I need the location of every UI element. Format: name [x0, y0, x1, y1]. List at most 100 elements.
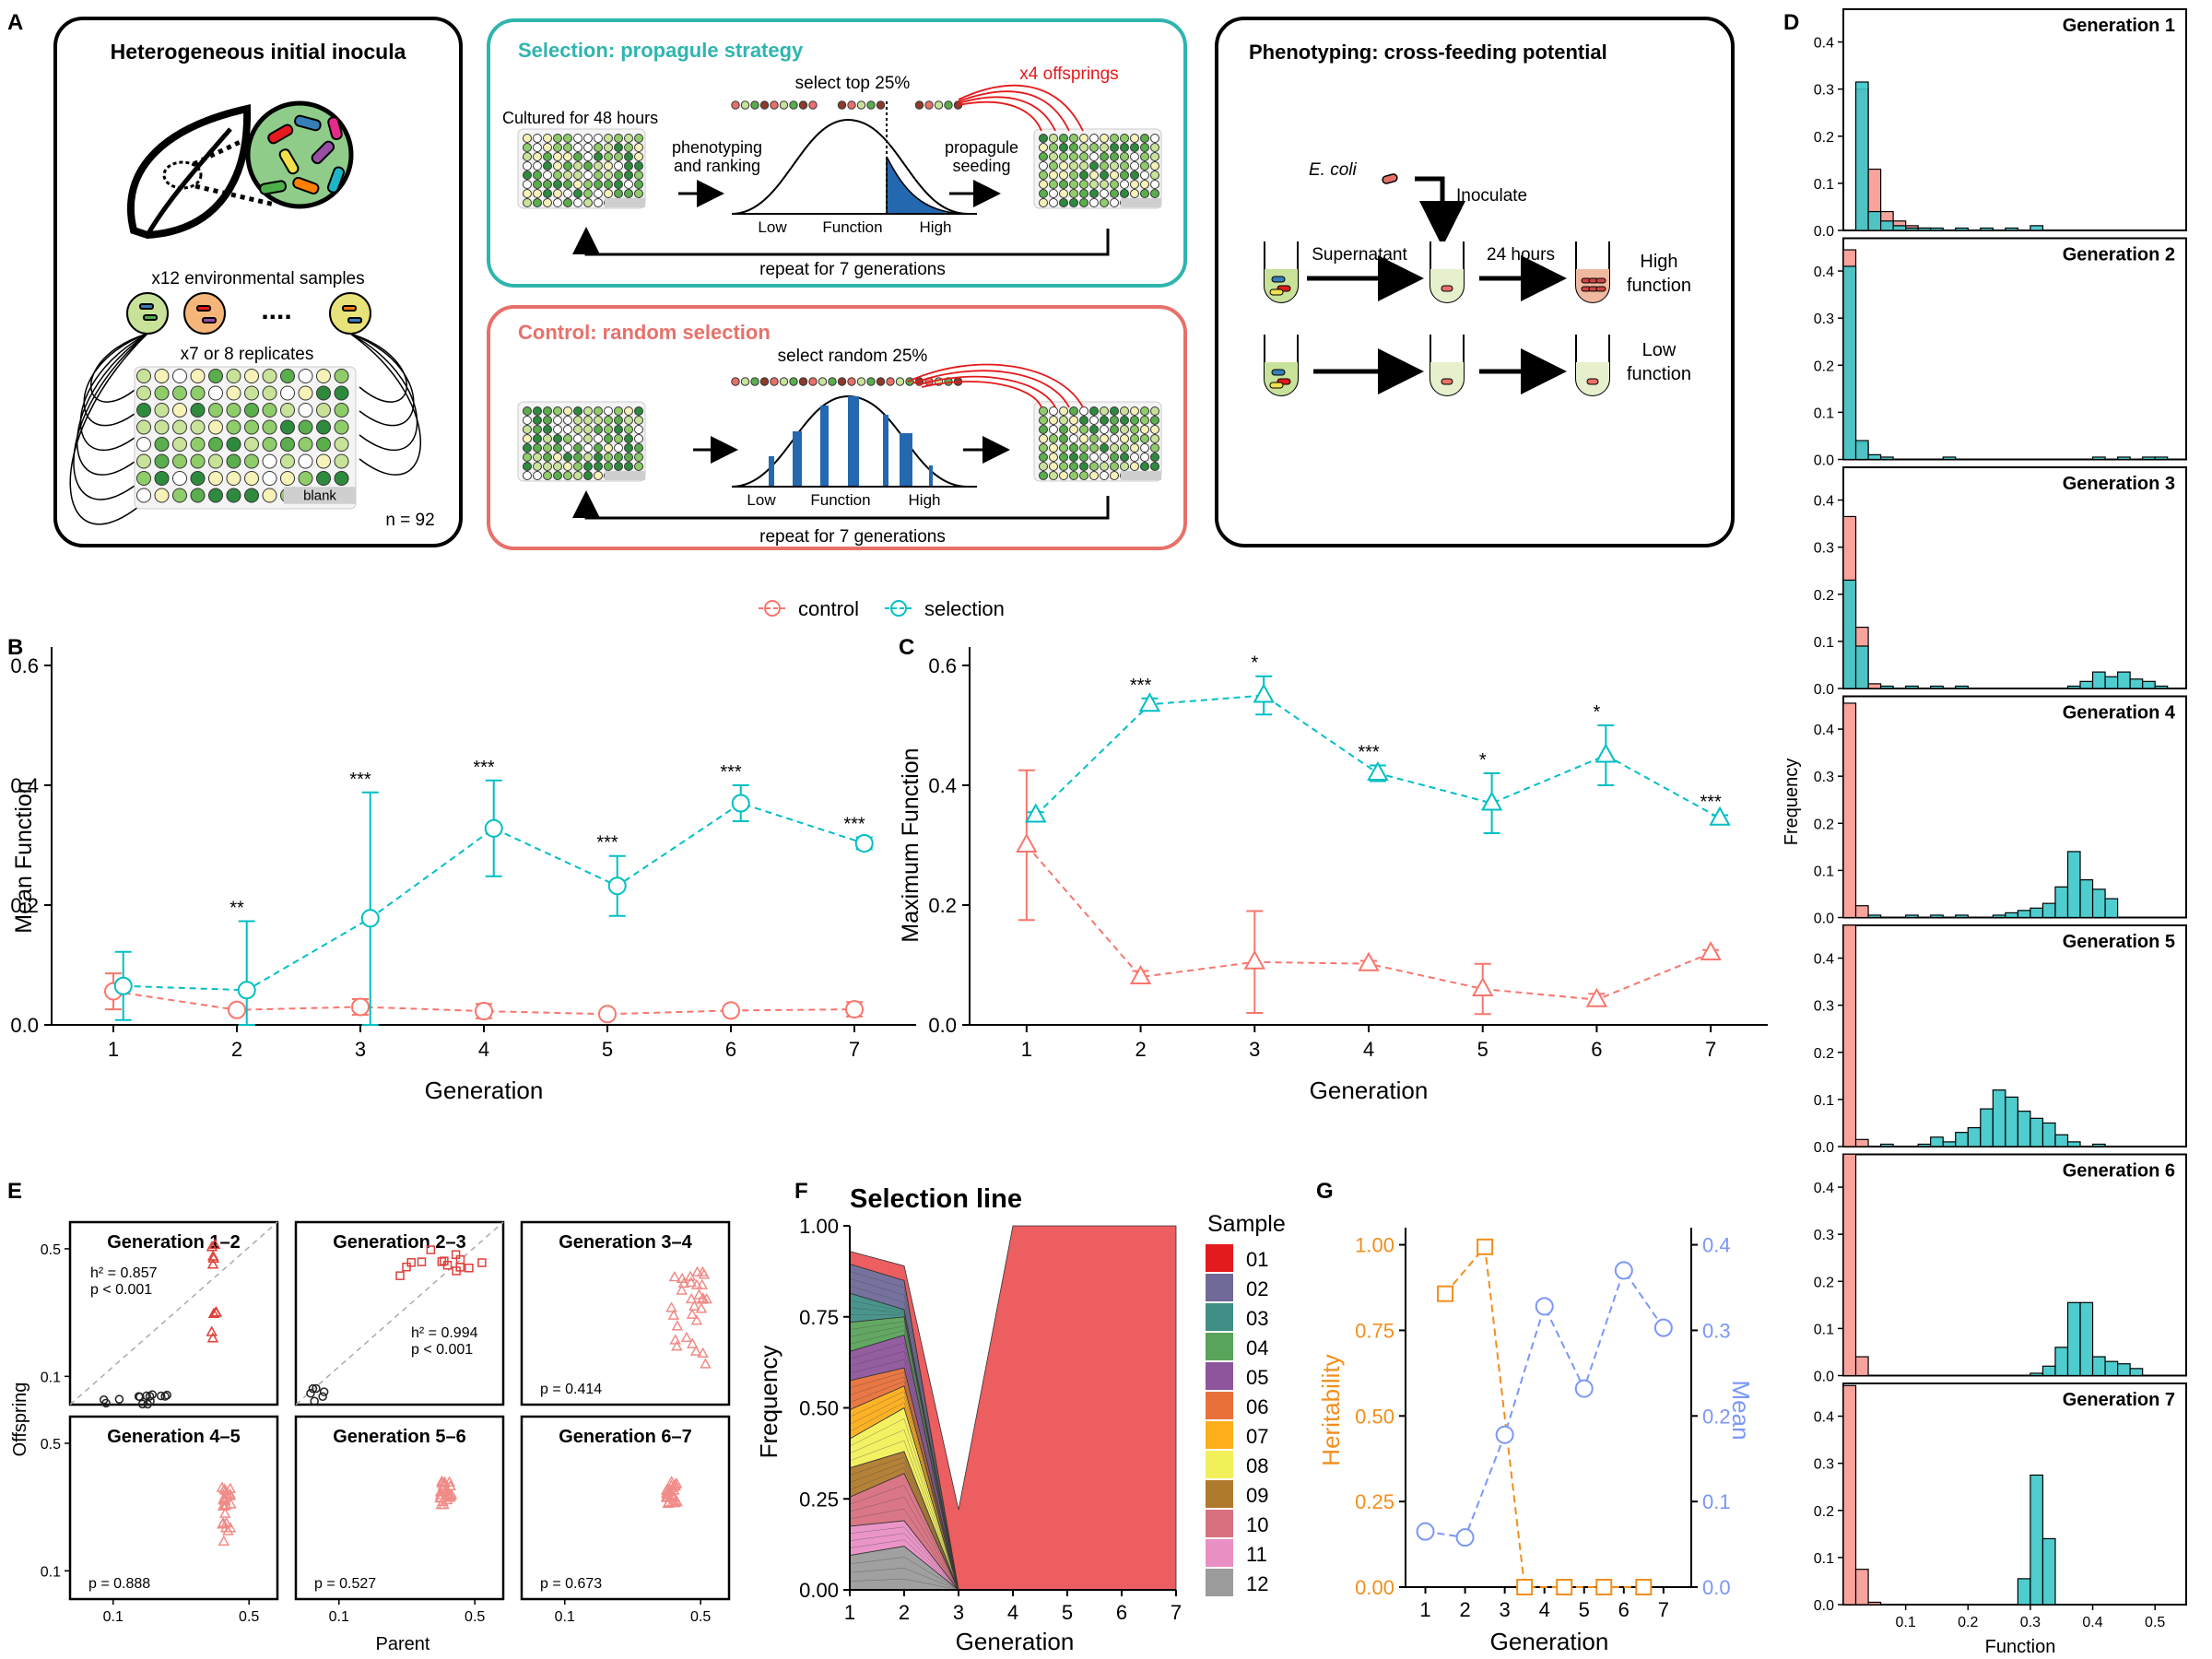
plate-well	[543, 416, 552, 425]
bead	[789, 100, 798, 110]
plate-well	[563, 443, 572, 453]
plate-well	[1100, 406, 1109, 416]
plate-well	[1110, 189, 1119, 198]
scatter-point	[443, 1491, 456, 1502]
scatter-panel-6: Generation 6–7 p = 0.673 0.1 0.5	[520, 1415, 731, 1625]
scatter-frame	[294, 1415, 505, 1601]
plate-well	[624, 416, 633, 425]
control-bin	[1842, 1153, 1857, 1377]
panel-f-legend-title: Sample	[1207, 1211, 1286, 1237]
plate-well	[1079, 143, 1088, 152]
histogram-generation-4: 0.0 0.1 0.2 0.3 0.4 Generation 4	[1814, 695, 2187, 927]
scatter-point	[220, 1499, 232, 1510]
plate-well	[1150, 161, 1159, 171]
y-tick-label-right: 0.0	[1702, 1576, 1731, 1599]
control-axis-function: Function	[810, 491, 870, 509]
plate-well	[1089, 471, 1099, 480]
y-tick-label: 0.25	[799, 1488, 839, 1511]
plate-well	[523, 152, 532, 161]
plate-well	[583, 198, 593, 207]
plate-well	[1089, 161, 1099, 171]
selection-bin	[2154, 685, 2169, 689]
plate-well	[1049, 198, 1058, 207]
selection-bin	[2129, 1368, 2144, 1377]
plate-well	[1100, 143, 1109, 152]
plate-well	[573, 180, 582, 189]
plate-well	[1110, 453, 1119, 462]
plate-well	[1140, 152, 1149, 161]
plate-well	[244, 403, 259, 418]
y-tick-label: 0.0	[1814, 682, 1834, 698]
plate-well	[1100, 180, 1109, 189]
plate-well	[1089, 434, 1099, 443]
scatter-point	[147, 1390, 157, 1399]
plate-well	[334, 369, 349, 383]
bead	[856, 377, 866, 386]
scatter-point	[671, 1340, 683, 1351]
selection-bin	[2079, 1301, 2094, 1377]
plate-well	[1089, 134, 1099, 143]
x-tick-label: 4	[1007, 1601, 1018, 1624]
cultured-label: Cultured for 48 hours	[502, 109, 658, 127]
histogram-label: Generation 2	[2063, 245, 2175, 265]
plate-well	[208, 437, 223, 452]
selection-bin	[1905, 914, 1919, 919]
panel-e-xlabel: Parent	[376, 1634, 430, 1654]
plate-well	[563, 161, 572, 171]
plate-well	[624, 143, 633, 152]
control-repeat-label: repeat for 7 generations	[759, 527, 946, 547]
plate-well	[604, 180, 613, 189]
letter-b: B	[7, 635, 23, 660]
plate-well	[583, 171, 593, 180]
panel-letters: A B C D E F G	[7, 10, 1799, 1204]
phenotyping-label-1: phenotyping	[672, 138, 762, 157]
scatter-point	[697, 1347, 709, 1358]
control-repeat-arrow	[572, 490, 1110, 520]
plate-well	[1089, 180, 1099, 189]
plate-well	[543, 462, 552, 471]
plate-well	[172, 419, 187, 435]
plate-well	[614, 152, 623, 161]
plate-well	[154, 437, 170, 452]
legend-label-05: 05	[1246, 1366, 1268, 1389]
plate-well	[573, 406, 582, 416]
plate-well	[1120, 171, 1129, 180]
scatter-point	[455, 1254, 465, 1265]
plate-well	[614, 180, 623, 189]
plate-well	[262, 369, 277, 383]
plate-well	[298, 453, 313, 469]
significance-stars: *	[1594, 702, 1601, 723]
selection-bin	[1879, 685, 1894, 689]
y-tick-label: 0.1	[1814, 635, 1834, 651]
plate-well	[594, 134, 603, 143]
selection-point	[113, 976, 133, 995]
selection-bin	[1955, 1132, 1969, 1147]
plate-well	[573, 443, 582, 453]
plate-well	[1140, 189, 1149, 198]
plate-well	[563, 189, 572, 198]
selection-distribution	[731, 101, 977, 215]
plate-well	[226, 471, 241, 486]
plate-well	[154, 403, 170, 418]
plate-well	[280, 471, 295, 486]
plate-well	[523, 143, 532, 152]
y-tick-label: 0.1	[1814, 1093, 1834, 1109]
y-tick-label: 0.50	[799, 1397, 839, 1420]
plate-well	[1089, 443, 1099, 453]
panel-b-mean-function: Mean Function Generation 0.0 0.2 0.4 0.6 1 2 3…	[10, 647, 916, 1104]
plate-well	[244, 385, 259, 401]
plate-blank-label: blank	[303, 488, 336, 504]
significance-stars: ***	[1358, 743, 1380, 763]
plate-well	[1039, 462, 1048, 471]
selection-bin	[2066, 851, 2081, 919]
scatter-point	[206, 1241, 218, 1252]
x-tick-label: 1	[844, 1601, 855, 1624]
scatter-point	[114, 1394, 124, 1404]
bead	[759, 100, 770, 110]
plate-well	[604, 134, 613, 143]
selection-box	[487, 18, 1187, 288]
plate-well	[1049, 425, 1058, 434]
samples-label: x12 environmental samples	[151, 269, 364, 288]
plate-well	[1110, 416, 1119, 425]
